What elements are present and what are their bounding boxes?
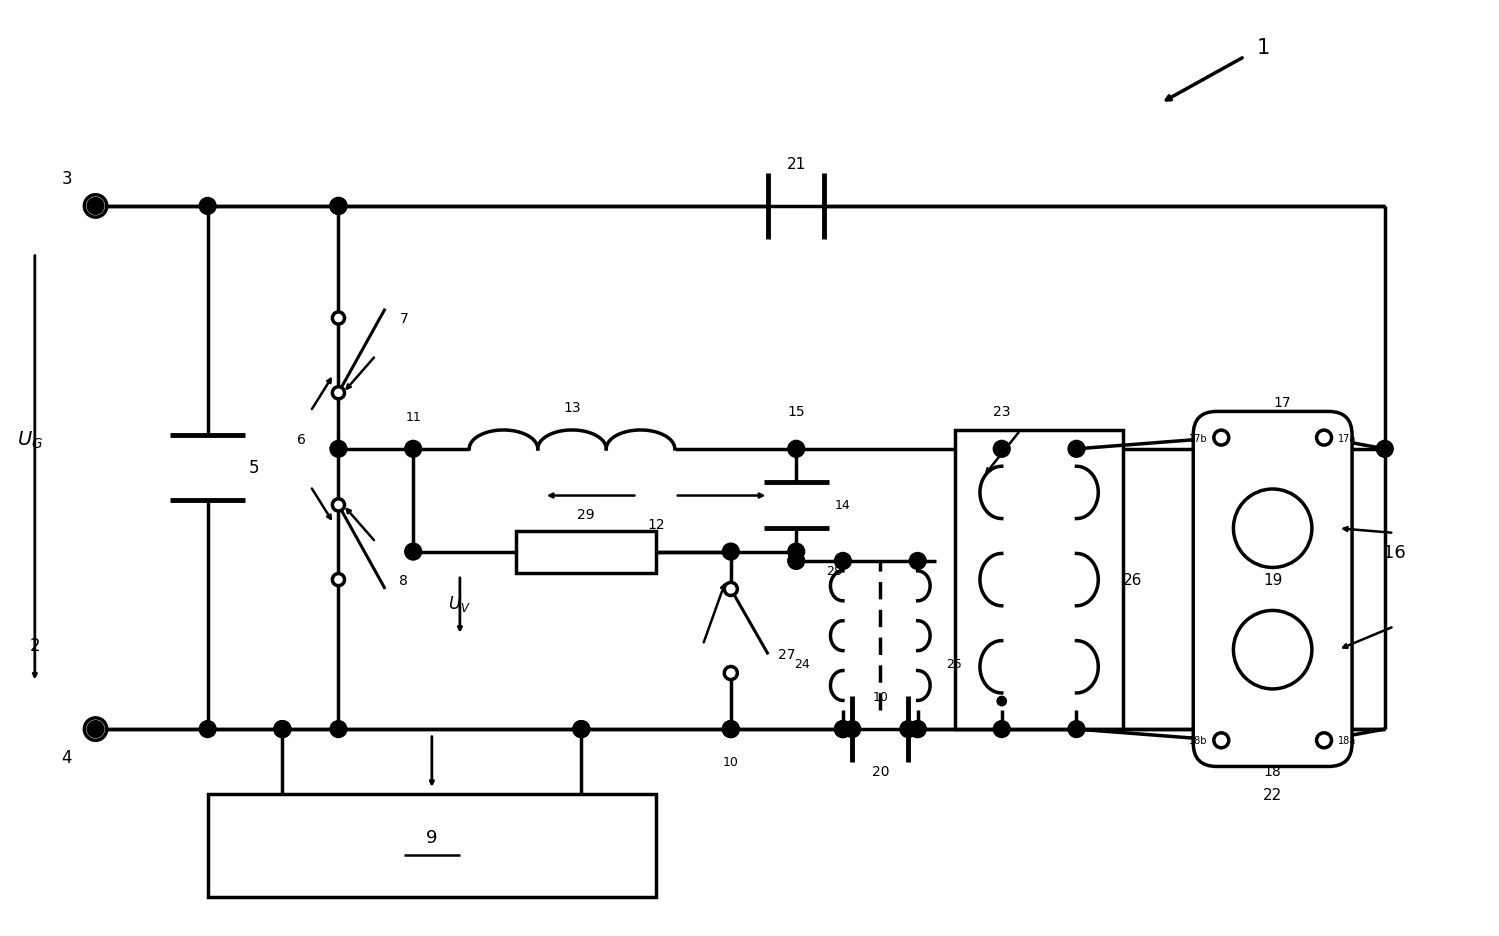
Circle shape	[724, 666, 738, 680]
Circle shape	[1316, 733, 1331, 748]
Circle shape	[913, 557, 922, 566]
Circle shape	[333, 388, 345, 400]
Circle shape	[405, 441, 421, 458]
Text: 21: 21	[787, 157, 806, 172]
Text: 26: 26	[1123, 573, 1142, 588]
Circle shape	[87, 721, 103, 738]
Circle shape	[330, 721, 346, 738]
Circle shape	[723, 544, 739, 561]
Text: 14: 14	[835, 499, 851, 512]
Circle shape	[838, 557, 847, 566]
Circle shape	[573, 721, 589, 738]
Text: 4: 4	[61, 748, 72, 767]
Circle shape	[84, 196, 106, 218]
Circle shape	[724, 583, 738, 596]
Circle shape	[330, 198, 346, 215]
Circle shape	[274, 721, 291, 738]
Circle shape	[333, 574, 345, 586]
Circle shape	[87, 198, 103, 215]
Bar	[955, 431, 1123, 729]
Circle shape	[333, 313, 345, 325]
Text: 16: 16	[1382, 543, 1406, 561]
Text: 10: 10	[723, 755, 739, 768]
Text: 28: 28	[826, 564, 841, 578]
Text: 22: 22	[1264, 787, 1282, 802]
Text: 23: 23	[992, 405, 1010, 419]
Text: 29: 29	[577, 507, 595, 521]
Circle shape	[910, 721, 926, 738]
Text: 2: 2	[30, 636, 40, 654]
Text: 17a: 17a	[1339, 433, 1357, 443]
Text: 7: 7	[399, 312, 408, 326]
Circle shape	[1316, 431, 1331, 446]
Circle shape	[330, 198, 346, 215]
Circle shape	[1214, 733, 1229, 748]
Circle shape	[1234, 611, 1312, 689]
Circle shape	[1069, 441, 1085, 458]
Circle shape	[723, 721, 739, 738]
Bar	[1198, 421, 1348, 757]
Circle shape	[788, 553, 805, 570]
Circle shape	[835, 553, 851, 570]
Text: 3: 3	[61, 169, 72, 188]
Circle shape	[274, 721, 291, 738]
Circle shape	[788, 544, 805, 561]
Circle shape	[1069, 721, 1085, 738]
Circle shape	[910, 721, 926, 738]
Circle shape	[333, 499, 345, 511]
Text: 25: 25	[946, 657, 961, 670]
Text: 9: 9	[426, 827, 438, 845]
Circle shape	[844, 721, 860, 738]
Text: 17: 17	[1273, 396, 1291, 410]
Text: 5: 5	[249, 459, 259, 477]
Circle shape	[199, 721, 216, 738]
Circle shape	[84, 718, 106, 740]
Circle shape	[899, 721, 917, 738]
Circle shape	[994, 441, 1010, 458]
Circle shape	[199, 198, 216, 215]
Circle shape	[997, 696, 1006, 706]
Circle shape	[835, 721, 851, 738]
Circle shape	[405, 544, 421, 561]
Circle shape	[1214, 431, 1229, 446]
Text: 18: 18	[1264, 765, 1282, 779]
Text: 12: 12	[648, 517, 666, 531]
Text: 13: 13	[564, 401, 580, 415]
Circle shape	[788, 441, 805, 458]
Circle shape	[1376, 441, 1393, 458]
Text: 19: 19	[1264, 573, 1282, 588]
Bar	[516, 531, 657, 573]
Text: 24: 24	[794, 657, 811, 670]
Circle shape	[910, 553, 926, 570]
Text: 11: 11	[405, 410, 421, 423]
Text: 10: 10	[872, 690, 889, 703]
Text: 8: 8	[399, 573, 408, 587]
Text: 27: 27	[778, 648, 796, 662]
Text: 1: 1	[1256, 38, 1270, 58]
Circle shape	[1234, 490, 1312, 568]
Text: 17b: 17b	[1189, 433, 1207, 443]
Circle shape	[723, 721, 739, 738]
Circle shape	[330, 441, 346, 458]
Text: $U_V$: $U_V$	[448, 593, 471, 613]
Text: 18a: 18a	[1339, 736, 1357, 745]
Text: $U_G$: $U_G$	[16, 430, 43, 450]
FancyBboxPatch shape	[1193, 412, 1352, 767]
Bar	[208, 795, 657, 898]
Circle shape	[835, 721, 851, 738]
Circle shape	[573, 721, 589, 738]
Text: 6: 6	[297, 433, 306, 447]
Text: 20: 20	[871, 765, 889, 779]
Text: 18b: 18b	[1189, 736, 1207, 745]
Circle shape	[994, 721, 1010, 738]
Text: 15: 15	[787, 405, 805, 419]
